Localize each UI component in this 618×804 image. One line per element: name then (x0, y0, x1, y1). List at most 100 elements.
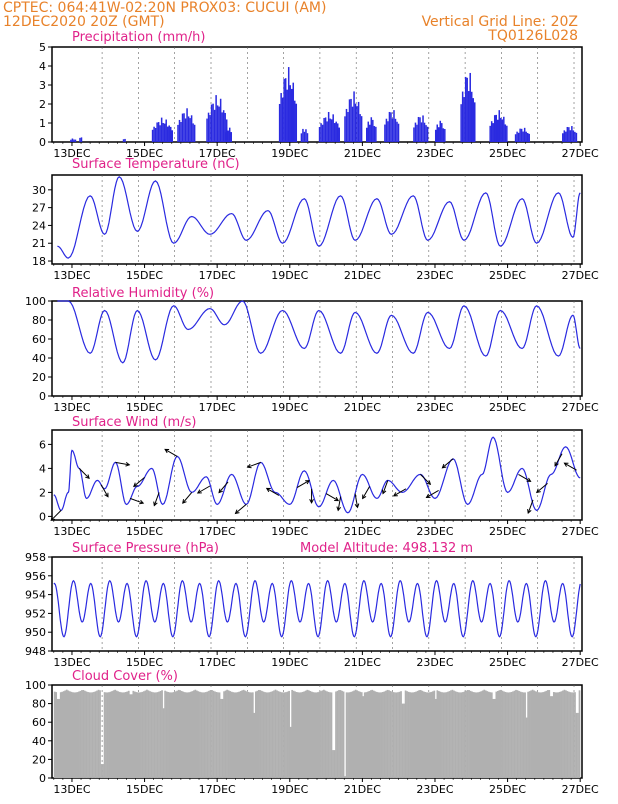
precip-bar (151, 129, 154, 142)
cloud-bar (238, 691, 241, 778)
cloud-bar (177, 689, 180, 778)
cloud-bar (382, 691, 384, 778)
wind-arrow (50, 510, 62, 521)
cloud-bar (74, 692, 77, 778)
precip-bar (169, 126, 172, 142)
precip-bar (187, 116, 190, 142)
cloud-bar (300, 692, 303, 778)
wind-arrow (164, 448, 178, 457)
cloud-bar (62, 691, 65, 778)
cloud-bar (578, 690, 581, 778)
cloud-bar (354, 689, 357, 778)
precip-bar (221, 112, 223, 142)
cloud-bar (236, 692, 239, 778)
wind-arrow-head (265, 487, 271, 493)
cloud-bar (363, 692, 366, 778)
cloud-bar (123, 692, 126, 778)
precip-bar (329, 118, 331, 142)
precip-bar (396, 121, 398, 142)
cloud-bar (572, 692, 575, 778)
precip-bar (168, 125, 170, 142)
precip-bar (70, 139, 72, 142)
wind-arrow (100, 484, 109, 497)
cloud-bar (168, 692, 171, 778)
cloud-bar (84, 690, 86, 778)
cloud-bar (268, 692, 271, 778)
cloud-bar (152, 692, 154, 778)
cloud-bar (539, 692, 542, 778)
wind-arrow-head (182, 499, 187, 504)
cloud-bar (192, 690, 195, 778)
precip-bar (207, 112, 210, 142)
cloud-bar (404, 690, 407, 778)
wind-arrow-head (392, 492, 398, 497)
cloud-bar (348, 692, 351, 778)
cloud-bar (73, 692, 76, 778)
cloud-bar (99, 690, 101, 778)
cloud-bar (394, 692, 396, 778)
header-line1: CPTEC: 064:41W-02:20N PROX03: CUCUI (AM) (3, 0, 326, 16)
precip-bar (461, 91, 464, 142)
cloud-bar (542, 692, 545, 778)
precip-bar (283, 78, 285, 142)
precip-bar (216, 105, 219, 142)
cloud-bar (540, 692, 543, 778)
cloud-bar (543, 691, 546, 778)
precip-bar (215, 95, 217, 142)
pressure-ytick-label: 956 (25, 570, 46, 583)
temp-title: Surface Temperature (nC) (72, 157, 240, 172)
pressure-subtitle: Model Altitude: 498.132 m (300, 541, 473, 556)
precip-bar (224, 132, 226, 142)
precip-bar (470, 91, 473, 142)
precip-bar (464, 76, 467, 142)
cloud-bar (369, 690, 372, 778)
cloud-bar (315, 692, 318, 778)
precip-bar (189, 118, 191, 142)
precip-bar (209, 115, 211, 142)
wind-arrow-head (426, 480, 432, 486)
cloud-bar (374, 691, 377, 778)
temp-xtick-label: 23DEC (416, 269, 453, 282)
precip-xtick-label: 23DEC (416, 147, 453, 160)
precip-bar (80, 137, 83, 142)
cloud-bar (552, 692, 555, 778)
precip-bar (289, 85, 291, 142)
precip-xtick-label: 13DEC (53, 147, 90, 160)
cloud-bar (391, 691, 393, 778)
cloud-bar (67, 690, 70, 778)
pressure-xtick-label: 15DEC (126, 656, 163, 669)
precip-bar (305, 129, 307, 142)
cloud-bar (206, 691, 209, 778)
precip-bar (335, 121, 337, 142)
cloud-bar (389, 690, 392, 778)
rh-frame (51, 300, 583, 397)
precip-bar (569, 130, 572, 142)
cloud-bar (78, 691, 80, 778)
cloud-bar (386, 689, 389, 778)
precip-bar (348, 99, 351, 142)
precip-bar (444, 128, 446, 142)
cloud-bar (444, 692, 446, 778)
cloud-bar (117, 691, 120, 778)
precip-bar (356, 106, 358, 142)
precip-xtick-label: 21DEC (344, 147, 381, 160)
precip-bar (323, 117, 325, 142)
cloud-title: Cloud Cover (%) (72, 669, 178, 684)
wind-arrow (296, 480, 310, 489)
cloud-bar (53, 691, 56, 778)
precip-bar (353, 91, 355, 142)
cloud-bar (385, 690, 387, 778)
cloud-bar (256, 690, 259, 778)
cloud-bar (415, 691, 418, 778)
wind-arrow-head (50, 516, 56, 522)
cloud-bar (286, 691, 289, 778)
precip-bar (357, 101, 360, 142)
precip-bar (516, 131, 518, 142)
cloud-bar (512, 691, 514, 778)
temp-xtick-label: 17DEC (199, 269, 236, 282)
cloud-bar (330, 692, 333, 778)
cloud-bar (71, 692, 74, 778)
cloud-bar (76, 692, 79, 778)
cloud-bar (194, 689, 197, 778)
precip-bar (438, 127, 440, 142)
